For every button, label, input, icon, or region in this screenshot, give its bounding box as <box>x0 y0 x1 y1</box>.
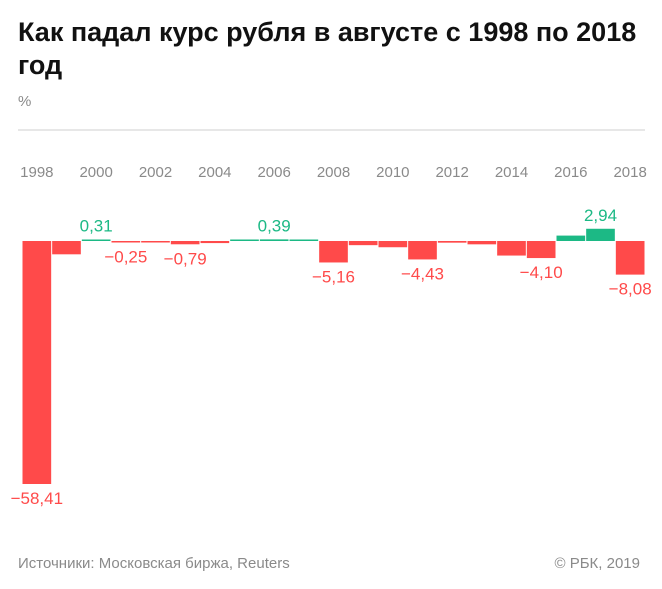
data-label-2000: 0,31 <box>80 217 113 236</box>
bar-2004 <box>200 241 230 244</box>
x-tick-label: 2010 <box>376 164 409 181</box>
x-tick-label: 1998 <box>20 164 53 181</box>
x-tick-label: 2018 <box>613 164 646 181</box>
x-tick-label: 2016 <box>554 164 587 181</box>
data-label-2001: −0,25 <box>104 248 147 267</box>
x-tick-label: 2000 <box>79 164 112 181</box>
bar-2013 <box>467 241 497 245</box>
bar-2003 <box>170 241 200 245</box>
data-label-2017: 2,94 <box>584 206 617 225</box>
chart-title: Как падал курс рубля в августе с 1998 по… <box>18 17 637 80</box>
x-tick-label: 2006 <box>257 164 290 181</box>
bar-2015 <box>526 241 556 259</box>
data-label-2015: −4,10 <box>520 263 563 282</box>
copyright: © РБК, 2019 <box>554 555 640 572</box>
bar-2010 <box>378 241 408 248</box>
bar-2011 <box>408 241 437 260</box>
data-label-2018: −8,08 <box>609 280 652 299</box>
bar-2000 <box>81 239 111 241</box>
data-label-2008: −5,16 <box>312 267 355 286</box>
bar-2007 <box>289 239 319 241</box>
bar-2001 <box>111 241 141 243</box>
bar-2006 <box>259 239 289 241</box>
bar-2016 <box>556 235 586 241</box>
bar-2002 <box>141 241 170 243</box>
bar-2009 <box>348 241 378 246</box>
x-tick-label: 2008 <box>317 164 350 181</box>
unit-label: % <box>18 93 32 110</box>
bar-2014 <box>497 241 526 256</box>
source-note: Источники: Московская биржа, Reuters <box>18 555 290 572</box>
bar-2005 <box>230 239 259 241</box>
x-tick-label: 2014 <box>495 164 528 181</box>
bar-2017 <box>586 228 615 241</box>
x-tick-label: 2012 <box>435 164 468 181</box>
bar-2018 <box>615 241 645 275</box>
x-tick-label: 2004 <box>198 164 231 181</box>
data-label-1998: −58,41 <box>11 489 63 508</box>
bar-2012 <box>437 241 467 243</box>
bar-1998 <box>22 241 52 484</box>
bar-2008 <box>319 241 348 263</box>
data-label-2006: 0,39 <box>258 216 291 235</box>
data-label-2003: −0,79 <box>164 249 207 268</box>
data-label-2011: −4,43 <box>401 264 444 283</box>
x-tick-label: 2002 <box>139 164 172 181</box>
bar-1999 <box>52 241 81 255</box>
